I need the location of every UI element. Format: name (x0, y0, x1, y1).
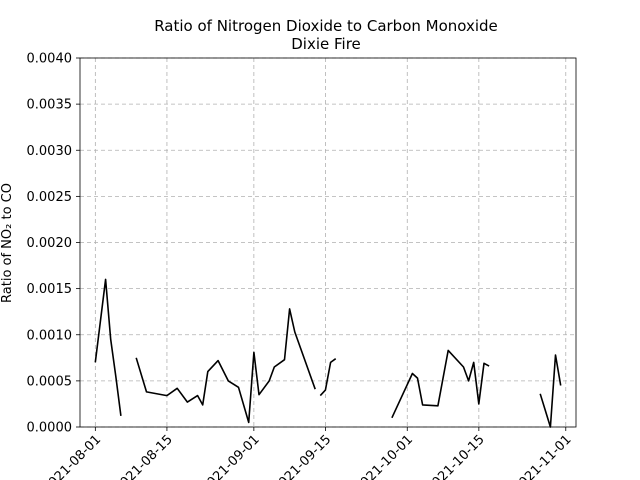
series-line-segment (539, 354, 562, 428)
y-axis-label: Ratio of NO₂ to CO (0, 183, 15, 303)
y-tick-label: 0.0025 (27, 190, 73, 205)
x-tick-label: 2021-11-01 (511, 432, 575, 480)
x-tick-label: 2021-09-15 (270, 432, 334, 480)
series-line-segment (319, 358, 337, 397)
y-tick-label: 0.0015 (27, 282, 73, 297)
y-tick-label: 0.0005 (27, 374, 73, 389)
x-tick-label: 2021-09-01 (199, 432, 263, 480)
x-tick-label: 2021-08-01 (40, 432, 104, 480)
y-tick-label: 0.0040 (27, 52, 73, 67)
x-tick-label: 2021-08-15 (112, 432, 176, 480)
y-tick-label: 0.0035 (27, 98, 73, 113)
chart-subtitle: Dixie Fire (291, 35, 361, 53)
x-tick-label: 2021-10-15 (424, 432, 488, 480)
y-tick-label: 0.0000 (27, 421, 73, 436)
x-tick-label: 2021-10-01 (352, 432, 416, 480)
grid (80, 57, 576, 428)
y-tick-label: 0.0020 (27, 236, 73, 251)
chart-title: Ratio of Nitrogen Dioxide to Carbon Mono… (154, 17, 498, 35)
x-axis: 2021-08-01 2021-08-15 2021-09-01 2021-09-15… (40, 427, 575, 480)
y-tick-label: 0.0010 (27, 328, 73, 343)
series-line-segment (391, 349, 490, 419)
series-line-segment (135, 308, 316, 424)
series (94, 278, 562, 428)
series-line-segment (94, 278, 122, 417)
y-axis: 0.0000 0.0005 0.0010 0.0015 0.0020 0.0025 0.00… (27, 52, 80, 436)
y-tick-label: 0.0030 (27, 144, 73, 159)
